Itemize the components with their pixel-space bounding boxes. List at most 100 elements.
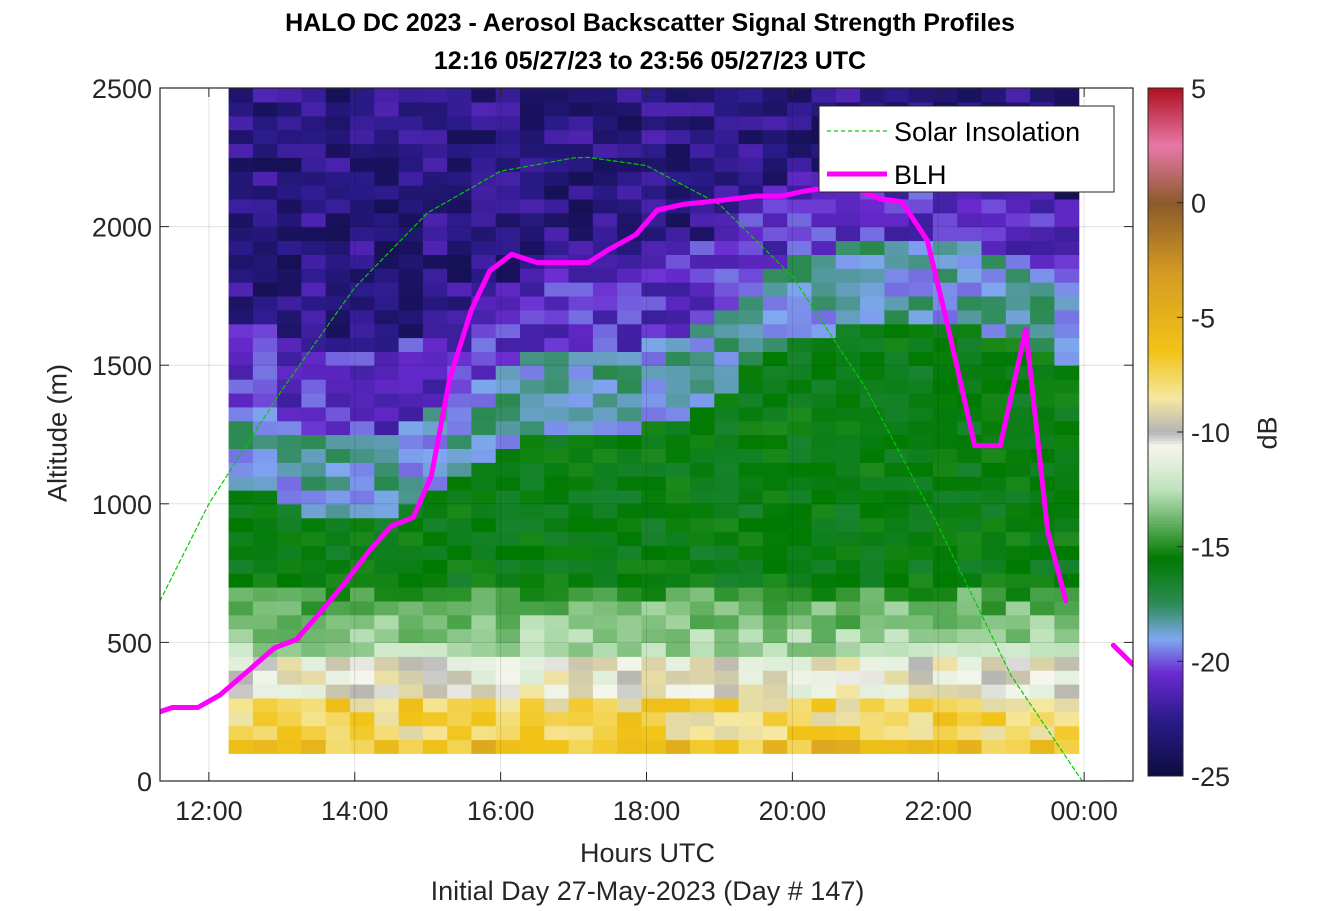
heatmap-cell — [738, 198, 764, 214]
heatmap-cell — [592, 240, 618, 255]
heatmap-cell — [495, 379, 521, 394]
heatmap-cell — [860, 684, 885, 699]
heatmap-cell — [738, 628, 764, 643]
heatmap-cell — [252, 268, 278, 283]
colorbar-step — [1148, 423, 1183, 427]
heatmap-cell — [422, 614, 448, 630]
heatmap-cell — [908, 392, 934, 408]
heatmap-cell — [592, 379, 618, 394]
heatmap-cell — [714, 129, 740, 145]
heatmap-cell — [1005, 628, 1031, 643]
heatmap-cell — [884, 628, 910, 643]
heatmap-cell — [957, 309, 983, 325]
heatmap-cell — [1054, 462, 1080, 477]
heatmap-cell — [617, 462, 643, 477]
heatmap-cell — [447, 212, 473, 228]
heatmap-cell — [544, 725, 570, 741]
heatmap-cell — [544, 101, 570, 117]
colorbar-step — [1148, 503, 1183, 508]
heatmap-cell — [714, 323, 740, 339]
heatmap-cell — [520, 448, 545, 463]
heatmap-cell — [544, 143, 570, 158]
heatmap-cell — [592, 489, 618, 505]
heatmap-cell — [495, 254, 521, 269]
heatmap-cell — [398, 337, 424, 352]
heatmap-cell — [811, 587, 837, 602]
colorbar-step — [1148, 735, 1183, 740]
colorbar-step — [1148, 552, 1183, 556]
heatmap-cell — [884, 489, 910, 505]
heatmap-cell — [835, 434, 861, 449]
heatmap-cell — [422, 115, 448, 131]
heatmap-cell — [835, 503, 861, 519]
colorbar-step — [1148, 684, 1183, 688]
heatmap-cell — [592, 351, 618, 366]
heatmap-cell — [325, 185, 351, 200]
heatmap-cell — [908, 739, 934, 754]
heatmap-cell — [714, 517, 740, 533]
heatmap-cell — [957, 614, 983, 630]
heatmap-cell — [1005, 448, 1031, 463]
heatmap-cell — [398, 434, 424, 449]
heatmap-cell — [592, 573, 618, 588]
heatmap-cell — [665, 600, 691, 616]
heatmap-cell — [228, 559, 254, 574]
heatmap-cell — [665, 656, 691, 671]
heatmap-cell — [714, 656, 740, 671]
heatmap-cell — [665, 129, 691, 145]
colorbar-step — [1148, 351, 1183, 356]
heatmap-cell — [520, 337, 545, 352]
heatmap-cell — [228, 337, 254, 352]
heatmap-cell — [1005, 559, 1031, 574]
heatmap-cell — [520, 697, 545, 713]
heatmap-cell — [568, 323, 594, 339]
heatmap-cell — [520, 185, 545, 200]
heatmap-cell — [787, 309, 813, 325]
heatmap-cell — [350, 725, 375, 741]
colorbar-step — [1148, 133, 1183, 138]
heatmap-cell — [1005, 295, 1031, 311]
heatmap-cell — [1005, 670, 1031, 685]
heatmap-cell — [860, 545, 885, 560]
heatmap-cell — [495, 226, 521, 242]
heatmap-cell — [787, 240, 813, 255]
heatmap-cell — [398, 670, 424, 685]
heatmap-cell — [884, 656, 910, 671]
heatmap-cell — [471, 684, 497, 699]
colorbar-step — [1148, 383, 1183, 387]
heatmap-cell — [738, 392, 764, 408]
heatmap-cell — [835, 240, 861, 255]
heatmap-cell — [301, 725, 327, 741]
heatmap-cell — [277, 392, 302, 408]
heatmap-cell — [1005, 309, 1031, 325]
heatmap-cell — [665, 115, 691, 131]
heatmap-cell — [350, 309, 375, 325]
heatmap-cell — [835, 198, 861, 214]
heatmap-cell — [325, 517, 351, 533]
heatmap-cell — [471, 600, 497, 616]
heatmap-cell — [592, 282, 618, 297]
heatmap-cell — [447, 392, 473, 408]
heatmap-cell — [762, 600, 788, 616]
colorbar-step — [1148, 185, 1183, 189]
chart-subtitle: 12:16 05/27/23 to 23:56 05/27/23 UTC — [433, 47, 867, 75]
colorbar-step — [1148, 621, 1183, 625]
heatmap-cell — [617, 295, 643, 311]
heatmap-cell — [422, 226, 448, 242]
heatmap-cell — [641, 517, 667, 533]
heatmap-cell — [932, 198, 958, 214]
heatmap-cell — [1054, 725, 1080, 741]
colorbar-step — [1148, 96, 1183, 100]
heatmap-cell — [495, 614, 521, 630]
heatmap-cell — [617, 392, 643, 408]
heatmap-cell — [617, 573, 643, 588]
colorbar-step — [1148, 581, 1183, 585]
heatmap-cell — [908, 642, 934, 657]
heatmap-cell — [908, 725, 934, 741]
heatmap-cell — [1054, 614, 1080, 630]
heatmap-cell — [422, 656, 448, 671]
heatmap-cell — [860, 254, 885, 269]
colorbar-step — [1148, 128, 1183, 132]
heatmap-cell — [1030, 600, 1055, 616]
